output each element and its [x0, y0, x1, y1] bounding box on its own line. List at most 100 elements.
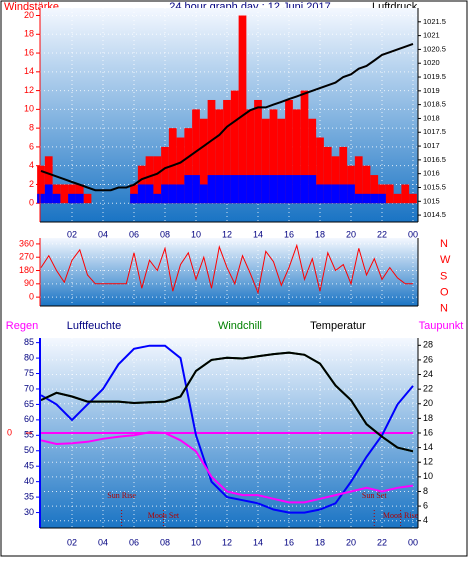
bar	[83, 193, 92, 204]
bar	[316, 137, 324, 204]
legend-label: Temperatur	[310, 320, 366, 332]
bar	[223, 175, 231, 204]
bar	[316, 184, 324, 204]
x-tick-label: 18	[315, 537, 325, 547]
bar	[230, 90, 239, 204]
bar	[308, 118, 317, 204]
y2-tick-label: 1018	[423, 113, 440, 122]
bar	[37, 165, 45, 204]
bar	[207, 175, 216, 204]
y-tick-label: 6	[29, 141, 34, 151]
x-tick-label: 08	[160, 537, 170, 547]
x-tick-label: 04	[98, 229, 108, 239]
x-tick-label: 22	[377, 537, 387, 547]
bar	[331, 156, 340, 204]
direction-label: O	[440, 287, 449, 299]
bar	[60, 184, 69, 204]
annotation: Sun Rise	[107, 491, 136, 500]
y-tick-label: 0	[29, 198, 34, 208]
y2-tick-label: 26	[423, 354, 433, 364]
y2-tick-label: 1016.5	[423, 155, 446, 164]
legend-label: Taupunkt	[419, 320, 464, 332]
bar	[254, 175, 262, 204]
y2-tick-label: 1019.5	[423, 72, 446, 81]
bar	[339, 184, 348, 204]
bar	[323, 146, 332, 204]
y2-tick-label: 22	[423, 384, 433, 394]
bar	[300, 90, 309, 204]
y2-tick-label: 1017.5	[423, 127, 446, 136]
bar	[409, 193, 417, 204]
x-tick-label: 10	[191, 229, 201, 239]
bar	[130, 193, 138, 204]
bar	[37, 193, 45, 204]
y-tick-label: 35	[24, 491, 34, 501]
x-tick-label: 14	[253, 537, 263, 547]
y-tick-label: 10	[24, 104, 34, 114]
y-tick-label: 270	[19, 252, 34, 262]
y-tick-label: 180	[19, 265, 34, 275]
y2-tick-label: 6	[423, 500, 428, 510]
y2-tick-label: 1018.5	[423, 100, 446, 109]
y2-tick-label: 18	[423, 413, 433, 423]
bar	[362, 165, 371, 204]
bar	[370, 175, 379, 204]
bar	[52, 193, 61, 204]
bar	[176, 137, 185, 204]
bar	[44, 184, 53, 204]
y-tick-label: 2	[29, 179, 34, 189]
bar	[161, 184, 169, 204]
bar	[230, 175, 239, 204]
annotation: Sun Set	[362, 491, 387, 500]
y2-tick-label: 1019	[423, 86, 440, 95]
direction-label: S	[440, 270, 447, 282]
x-tick-label: 02	[67, 537, 77, 547]
bar	[354, 193, 363, 204]
series-line	[40, 344, 414, 514]
bar	[292, 175, 301, 204]
bar	[145, 184, 154, 204]
y2-tick-label: 14	[423, 442, 433, 452]
y2-tick-label: 1017	[423, 141, 440, 150]
y-tick-label: 0	[29, 292, 34, 302]
y-tick-label: 12	[24, 85, 34, 95]
x-tick-label: 04	[98, 537, 108, 547]
y2-tick-label: 1015.5	[423, 182, 446, 191]
y-tick-label: 4	[29, 160, 34, 170]
series-line	[40, 243, 413, 295]
y-tick-label: 45	[24, 461, 34, 471]
bar	[347, 165, 355, 204]
series-line	[40, 351, 414, 453]
y2-tick-label: 20	[423, 398, 433, 408]
x-tick-label: 22	[377, 229, 387, 239]
y-tick-label: 60	[24, 414, 34, 424]
y-tick-label: 18	[24, 29, 34, 39]
x-tick-label: 08	[160, 229, 170, 239]
y2-tick-label: 24	[423, 369, 433, 379]
legend-label: Regen	[6, 320, 38, 332]
x-tick-label: 16	[284, 229, 294, 239]
y-tick-label: 85	[24, 337, 34, 347]
bar	[207, 99, 216, 204]
bar	[153, 193, 162, 204]
bar	[401, 184, 410, 204]
bar	[261, 118, 270, 204]
bar	[192, 109, 200, 204]
legend-label: Luftfeuchte	[67, 320, 121, 332]
y-tick-label: 80	[24, 352, 34, 362]
series-line	[40, 431, 414, 504]
bar	[354, 156, 363, 204]
x-tick-label: 00	[408, 229, 418, 239]
bar	[44, 156, 53, 204]
bar	[385, 184, 394, 204]
bar	[277, 118, 286, 204]
bar	[199, 184, 208, 204]
bar	[246, 109, 255, 204]
bar	[308, 175, 317, 204]
bar	[215, 109, 224, 204]
annotation: Moon Rise	[383, 511, 419, 520]
y2-tick-label: 16	[423, 427, 433, 437]
bar	[137, 184, 146, 204]
x-tick-label: 00	[408, 537, 418, 547]
